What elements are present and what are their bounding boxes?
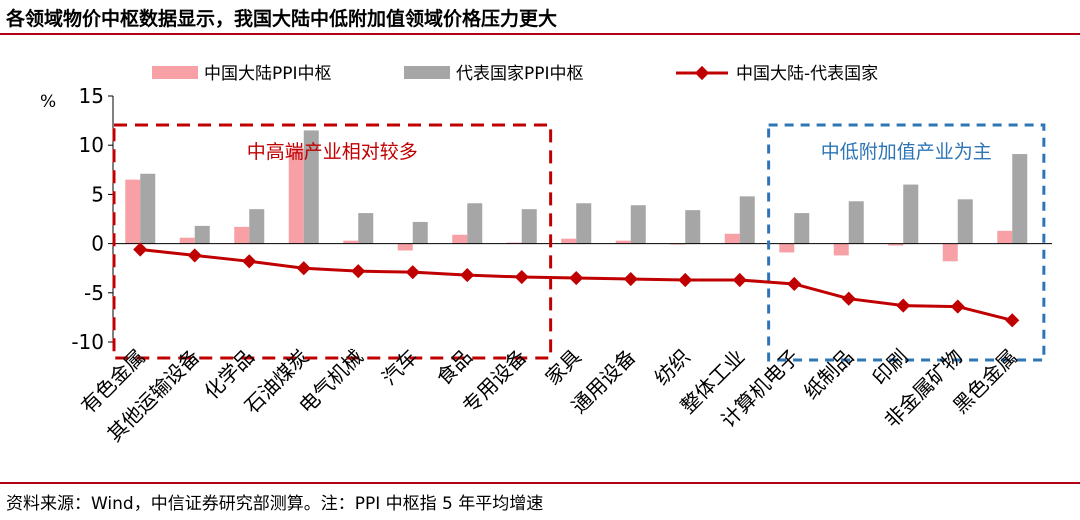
x-tick-label: 汽车 <box>377 345 422 390</box>
x-tick-label: 家具 <box>541 345 586 390</box>
bar-representative <box>521 209 537 244</box>
bar-mainland <box>833 243 849 256</box>
bottom-divider <box>0 482 1080 484</box>
difference-line <box>133 242 1020 328</box>
y-tick-label: -5 <box>84 281 104 305</box>
source-note: 资料来源：Wind，中信证券研究部测算。注：PPI 中枢指 5 年平均增速 <box>6 494 544 514</box>
difference-point <box>732 272 747 288</box>
annotation-box-high-end <box>112 123 553 360</box>
bar-mainland <box>724 233 740 244</box>
bar-representative <box>303 130 319 244</box>
difference-point <box>296 261 311 276</box>
y-tick-label: 5 <box>91 182 104 206</box>
legend-label-difference: 中国大陆-代表国家 <box>736 64 878 84</box>
bar-representative <box>576 203 592 244</box>
x-tick-label: 纺织 <box>650 345 695 390</box>
x-tick-label: 印刷 <box>868 345 913 390</box>
bar-representative <box>249 209 265 244</box>
legend-label-representative: 代表国家PPI中枢 <box>456 64 584 84</box>
y-axis-unit: % <box>40 92 56 112</box>
annotation-label-low-value: 中低附加值产业为主 <box>821 141 992 163</box>
x-tick-label: 食品 <box>432 345 477 390</box>
difference-point <box>133 242 148 257</box>
bar-mainland <box>615 240 631 244</box>
bar-representative <box>630 205 646 244</box>
difference-point <box>569 270 584 286</box>
annotation-label-high-end: 中高端产业相对较多 <box>247 141 418 163</box>
bar-mainland <box>942 243 958 262</box>
bar-representative <box>194 225 210 244</box>
difference-point <box>514 269 529 285</box>
difference-point <box>1005 313 1020 328</box>
y-axis-ticks: -10 -5 0 5 10 15 <box>71 84 113 354</box>
bar-mainland <box>179 237 195 244</box>
bar-mainland <box>561 238 577 244</box>
bar-mainland <box>288 148 304 244</box>
difference-point <box>242 254 257 269</box>
bar-representative <box>903 184 919 244</box>
bars <box>125 130 1028 262</box>
y-tick-label: 15 <box>79 84 104 108</box>
annotation-box-low-value <box>767 123 1046 362</box>
difference-point <box>187 248 202 263</box>
legend-label-mainland: 中国大陆PPI中枢 <box>204 64 332 84</box>
difference-point <box>787 276 802 292</box>
bar-mainland <box>397 243 413 251</box>
bar-mainland <box>125 179 141 244</box>
x-tick-label: 纸制品 <box>799 345 858 404</box>
bar-representative <box>739 196 755 244</box>
bar-representative <box>358 213 374 244</box>
bar-mainland <box>888 243 904 246</box>
bar-mainland <box>779 243 795 253</box>
legend-marker-difference <box>694 65 710 81</box>
difference-point <box>405 265 420 280</box>
difference-point <box>896 298 911 313</box>
bar-representative <box>1012 154 1028 244</box>
difference-point <box>950 299 965 314</box>
bar-representative <box>957 199 973 244</box>
legend: 中国大陆PPI中枢 代表国家PPI中枢 中国大陆-代表国家 <box>152 64 878 84</box>
legend-swatch-mainland <box>152 66 198 79</box>
difference-point <box>678 272 693 288</box>
bar-mainland <box>997 230 1013 244</box>
bar-mainland <box>343 240 359 244</box>
difference-point <box>623 271 638 287</box>
legend-swatch-representative <box>404 66 450 79</box>
bar-representative <box>140 173 156 244</box>
bar-representative <box>848 201 864 244</box>
y-tick-label: 10 <box>79 133 104 157</box>
chart: 中国大陆PPI中枢 代表国家PPI中枢 中国大陆-代表国家 % -10 -5 0 5 1… <box>40 64 1052 447</box>
bar-representative <box>467 203 483 244</box>
bar-representative <box>412 221 428 244</box>
y-tick-label: -10 <box>71 330 104 354</box>
page-title: 各领域物价中枢数据显示，我国大陆中低附加值领域价格压力更大 <box>6 8 558 30</box>
bar-representative <box>685 210 701 244</box>
bar-mainland <box>452 234 468 244</box>
difference-point <box>841 291 856 306</box>
annotation-boxes: 中高端产业相对较多 中低附加值产业为主 <box>112 123 1046 362</box>
difference-point <box>351 264 366 279</box>
difference-point <box>460 268 475 283</box>
bar-representative <box>794 213 810 244</box>
y-tick-label: 0 <box>91 232 104 256</box>
top-divider <box>0 33 1080 35</box>
bar-mainland <box>234 226 250 244</box>
